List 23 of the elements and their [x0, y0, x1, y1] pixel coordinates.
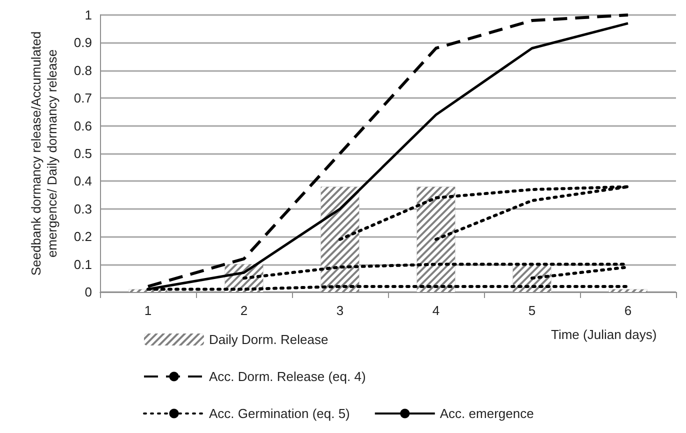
y-tick-label: 0.9	[74, 35, 92, 50]
y-axis-title: Seedbank dormancy release/Accumulated emergence/ Daily dormancy release	[28, 31, 60, 276]
y-tick-label: 0.5	[74, 146, 92, 161]
y-tick-label: 0.6	[74, 118, 92, 134]
x-tick-label: 3	[336, 303, 344, 318]
legend-label: Acc. Dorm. Release (eq. 4)	[209, 369, 366, 384]
y-tick-label: 0.3	[74, 201, 92, 216]
y-tick-label: 0	[84, 284, 92, 300]
y-tick-label: 0.2	[74, 229, 92, 244]
legend-label: Daily Dorm. Release	[209, 332, 328, 347]
y-tick-label: 0.7	[74, 90, 92, 106]
x-tick-label: 5	[528, 303, 536, 318]
x-tick-label: 4	[432, 303, 440, 318]
x-tick-label: 6	[624, 303, 632, 318]
legend-label: Acc. Germination (eq. 5)	[209, 406, 350, 421]
x-tick-label: 1	[144, 303, 152, 318]
x-tick-label: 2	[240, 303, 248, 318]
x-axis-title: Time (Julian days)	[551, 327, 657, 342]
y-tick-label: 0.1	[74, 256, 92, 272]
y-tick-label: 0.4	[74, 174, 92, 189]
y-tick-label: 1	[84, 8, 92, 22]
y-tick-label: 0.8	[74, 62, 92, 78]
legend-label: Acc. emergence	[440, 406, 534, 421]
